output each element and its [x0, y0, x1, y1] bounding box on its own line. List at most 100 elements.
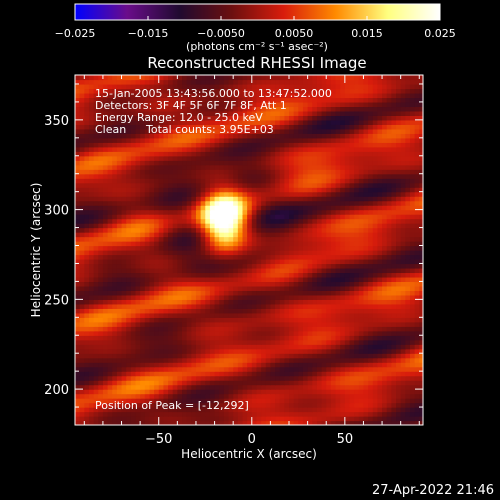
image-pixel — [186, 241, 192, 247]
image-pixel — [372, 353, 379, 359]
image-pixel — [293, 214, 299, 220]
image-pixel — [344, 348, 351, 354]
image-pixel — [205, 299, 211, 305]
image-pixel — [93, 398, 99, 404]
image-pixel — [247, 164, 253, 170]
image-pixel — [284, 389, 290, 395]
image-pixel — [219, 169, 225, 175]
image-pixel — [349, 326, 355, 332]
image-pixel — [130, 151, 137, 157]
image-pixel — [396, 303, 402, 309]
image-pixel — [330, 182, 337, 188]
image-pixel — [149, 321, 155, 327]
image-pixel — [186, 402, 192, 408]
image-pixel — [93, 196, 99, 202]
image-pixel — [205, 312, 211, 318]
image-pixel — [363, 321, 369, 327]
image-pixel — [419, 200, 423, 206]
image-pixel — [228, 146, 234, 152]
image-pixel — [237, 362, 244, 368]
image-pixel — [140, 330, 146, 336]
image-pixel — [144, 339, 151, 345]
image-pixel — [242, 330, 248, 336]
image-pixel — [102, 303, 109, 309]
image-pixel — [284, 285, 290, 291]
image-pixel — [98, 339, 104, 345]
image-pixel — [75, 169, 81, 175]
image-pixel — [284, 241, 290, 247]
image-pixel — [158, 389, 164, 395]
image-pixel — [284, 411, 290, 417]
image-pixel — [316, 375, 323, 381]
image-pixel — [126, 214, 132, 220]
image-pixel — [228, 245, 234, 251]
image-pixel — [335, 308, 341, 314]
image-pixel — [168, 321, 174, 327]
image-pixel — [177, 321, 183, 327]
image-pixel — [126, 254, 132, 260]
image-pixel — [205, 164, 211, 170]
image-pixel — [298, 187, 304, 193]
image-pixel — [228, 133, 234, 139]
image-pixel — [386, 362, 392, 368]
image-pixel — [126, 326, 132, 332]
image-pixel — [409, 281, 416, 287]
image-pixel — [391, 218, 397, 224]
image-pixel — [382, 375, 388, 381]
image-pixel — [172, 232, 178, 238]
image-pixel — [251, 353, 258, 359]
image-pixel — [358, 330, 365, 336]
image-pixel — [261, 366, 267, 372]
image-pixel — [223, 250, 230, 256]
image-pixel — [261, 232, 267, 238]
image-pixel — [205, 169, 211, 175]
image-pixel — [405, 389, 411, 395]
image-pixel — [298, 128, 304, 134]
image-pixel — [140, 290, 146, 296]
image-pixel — [279, 200, 285, 206]
image-pixel — [400, 312, 406, 318]
image-pixel — [298, 398, 304, 404]
image-pixel — [316, 335, 323, 341]
image-pixel — [335, 416, 341, 422]
image-pixel — [177, 420, 183, 425]
image-pixel — [335, 164, 341, 170]
image-pixel — [358, 258, 365, 265]
image-pixel — [349, 254, 355, 260]
image-pixel — [368, 330, 374, 336]
image-pixel — [377, 227, 383, 233]
image-pixel — [368, 218, 374, 224]
image-pixel — [182, 173, 188, 179]
image-pixel — [284, 254, 290, 260]
image-pixel — [298, 232, 304, 238]
image-pixel — [400, 416, 406, 422]
image-pixel — [251, 308, 258, 314]
image-pixel — [228, 375, 234, 381]
image-pixel — [223, 164, 230, 170]
image-pixel — [279, 389, 285, 395]
image-pixel — [191, 169, 197, 175]
image-pixel — [275, 402, 281, 408]
image-pixel — [386, 254, 392, 260]
image-pixel — [209, 227, 216, 233]
image-pixel — [275, 299, 281, 305]
image-pixel — [163, 416, 169, 422]
image-pixel — [386, 137, 392, 143]
image-pixel — [391, 321, 397, 327]
image-pixel — [200, 299, 206, 305]
image-pixel — [237, 335, 244, 341]
image-pixel — [251, 133, 258, 139]
image-pixel — [335, 137, 341, 143]
image-pixel — [79, 312, 85, 318]
image-pixel — [386, 146, 392, 152]
image-pixel — [228, 196, 234, 202]
image-pixel — [135, 339, 141, 345]
image-pixel — [116, 146, 123, 152]
image-pixel — [154, 411, 160, 417]
image-pixel — [93, 353, 99, 359]
image-pixel — [256, 317, 262, 323]
image-pixel — [233, 308, 239, 314]
image-pixel — [75, 178, 81, 184]
image-pixel — [154, 272, 160, 278]
image-pixel — [293, 353, 299, 359]
